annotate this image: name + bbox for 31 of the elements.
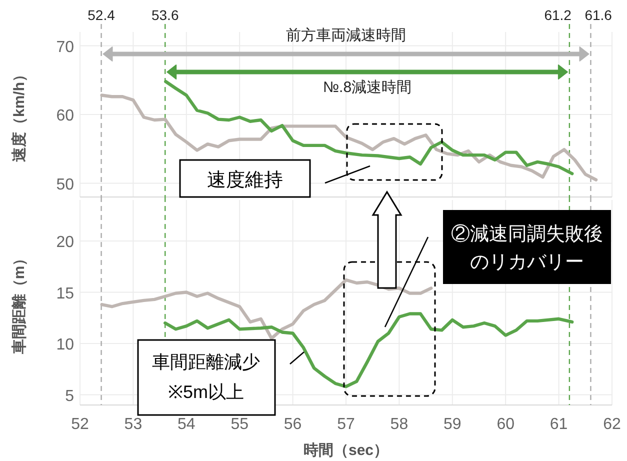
y-tick-label: 10 xyxy=(56,336,74,354)
x-tick-label: 60 xyxy=(496,416,515,433)
x-tick-label: 58 xyxy=(390,416,408,433)
y-tick-label: 15 xyxy=(56,285,74,302)
ref-line-label: 61.6 xyxy=(584,7,612,23)
y-tick-label: 70 xyxy=(56,38,74,56)
y-axis-title: 車間距離（m） xyxy=(11,250,28,356)
ref-line-label: 53.6 xyxy=(151,7,179,23)
line-series xyxy=(100,278,433,340)
y-tick-label: 5 xyxy=(65,388,74,405)
annotation: 速度維持 xyxy=(207,169,283,191)
x-tick-label: 55 xyxy=(230,416,249,433)
y-tick-label: 50 xyxy=(56,176,74,194)
y-tick-label: 20 xyxy=(56,234,74,251)
y-axis-title: 速度（km/h） xyxy=(10,66,28,162)
y-tick-label: 60 xyxy=(56,108,74,124)
x-tick-label: 62 xyxy=(603,416,621,433)
x-tick-label: 59 xyxy=(444,416,462,433)
x-tick-label: 54 xyxy=(178,416,196,433)
x-tick-label: 61 xyxy=(550,416,568,433)
x-tick-label: 53 xyxy=(124,416,142,433)
annotation: ②減速同調失敗後のリカバリー xyxy=(451,224,603,273)
ref-line-label: 61.2 xyxy=(544,7,572,23)
annotation: 前方車両減速時間 xyxy=(286,27,406,44)
annotation: 車間距離減少※5m以上 xyxy=(152,352,260,402)
x-tick-label: 52 xyxy=(71,416,89,433)
annotation: №.8減速時間 xyxy=(322,79,412,96)
x-tick-label: 57 xyxy=(337,416,355,433)
x-tick-label: 56 xyxy=(284,416,302,433)
ref-line-label: 52.4 xyxy=(88,7,116,23)
x-axis-title: 時間（sec） xyxy=(303,442,389,459)
